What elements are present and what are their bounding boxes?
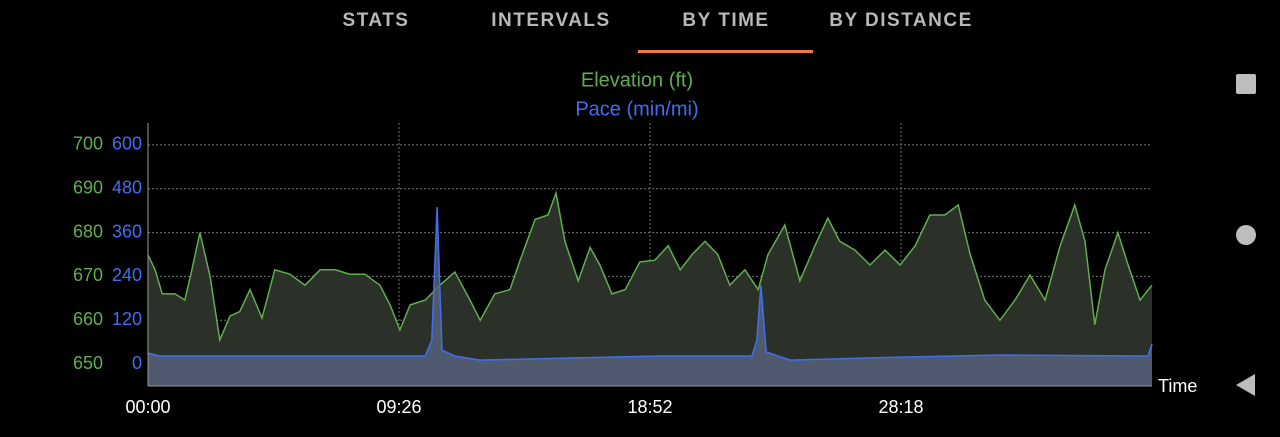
y2-tick-label: 0 [132,353,142,373]
series-line [147,190,1153,343]
tab[interactable]: BY TIME [682,10,769,31]
y-tick-label: 670 [73,265,103,285]
y2-tick-label: 240 [112,265,142,285]
y-tick-label: 660 [73,309,103,329]
area-fill [148,193,1152,386]
y2-tick-label: 600 [112,134,142,154]
x-tick-label: 18:52 [627,397,672,417]
x-tick-label: 09:26 [376,397,421,417]
x-axis-label: Time [1158,376,1197,396]
y-tick-label: 680 [73,221,103,241]
y-tick-label: 700 [73,134,103,154]
area-fill [148,207,1152,386]
tab[interactable]: STATS [343,10,410,31]
axis-title: Elevation (ft) [581,69,693,91]
back-button[interactable] [1236,374,1255,396]
x-tick-label: 28:18 [878,397,923,417]
series-line [147,206,1153,361]
home-button[interactable] [1236,225,1256,245]
recents-button[interactable] [1236,74,1256,94]
y2-tick-label: 120 [112,309,142,329]
tab[interactable]: BY DISTANCE [829,10,973,31]
y2-tick-label: 480 [112,178,142,198]
y2-tick-label: 360 [112,221,142,241]
y-tick-label: 650 [73,353,103,373]
x-tick-label: 00:00 [125,397,170,417]
axis-title: Pace (min/mi) [575,98,698,120]
tab[interactable]: INTERVALS [491,10,610,31]
tab-indicator [638,50,813,53]
y-tick-label: 690 [73,178,103,198]
